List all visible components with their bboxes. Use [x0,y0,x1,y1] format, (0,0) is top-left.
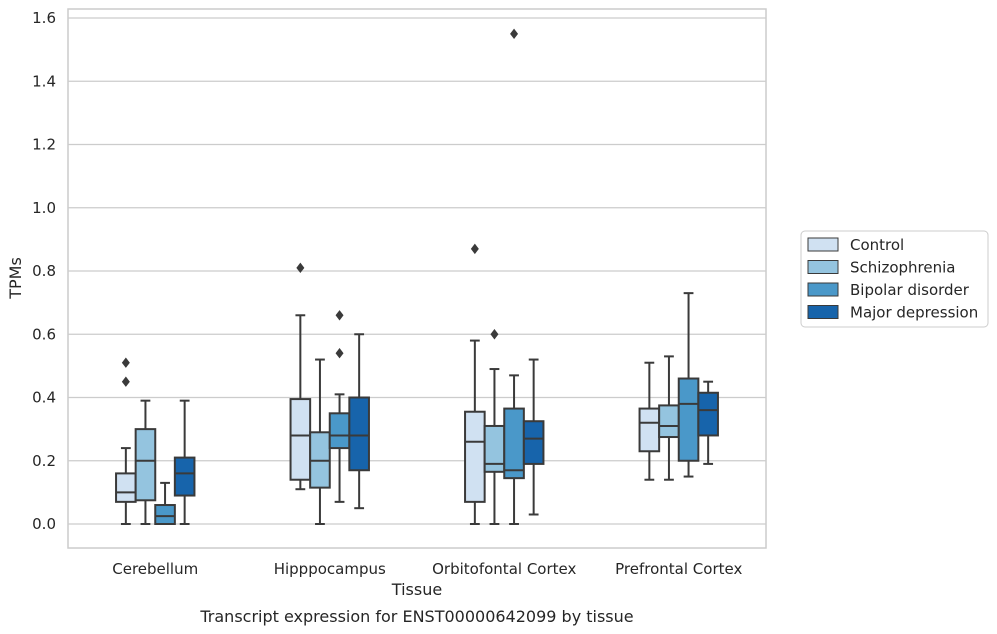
box-body [522,420,545,465]
legend-item-bipolar-disorder: Bipolar disorder [807,281,970,299]
chart-caption: Transcript expression for ENST0000064209… [199,607,633,626]
box-body [483,424,506,473]
box-body [638,407,661,453]
y-tick-labels: 0.0 0.2 0.4 0.6 0.8 1.0 1.2 1.4 1.6 [32,9,56,533]
box-bipolar-disorder-cerebellum [154,481,176,525]
y-tick-label: 1.6 [32,9,56,27]
x-axis-label: Tissue [391,580,442,599]
x-tick-label: Cerebellum [112,560,198,578]
box-major-depression-cerebellum [173,399,196,525]
box-body [115,472,137,503]
legend-item-control: Control [807,236,904,254]
box-control-hipppocampus [289,262,312,491]
outlier-point [296,262,305,274]
legend-swatch [807,305,839,319]
y-tick-label: 0.4 [32,389,56,407]
legend-label: Bipolar disorder [850,281,970,299]
legend-item-major-depression: Major depression [807,304,978,322]
x-tick-label: Orbitofontal Cortex [432,560,576,578]
boxes-layer [115,28,719,525]
y-tick-label: 1.2 [32,136,56,154]
legend-swatch [807,260,839,274]
y-tick-label: 0.8 [32,262,56,280]
y-tick-label: 0.2 [32,452,56,470]
outlier-point [121,376,130,387]
plot-background [68,9,766,548]
legend-swatch [807,282,839,297]
box-body [154,504,176,525]
box-bipolar-disorder-orbitofontal-cortex [503,28,525,525]
x-tick-label: Prefrontal Cortex [615,560,742,578]
legend-frame [800,230,989,328]
box-body [134,428,157,502]
y-tick-label: 0.0 [32,515,56,533]
legend-swatch [807,237,839,252]
plot-frame [67,8,767,549]
legend-item-schizophrenia: Schizophrenia [807,259,955,277]
outlier-point [335,348,344,359]
x-tick-label: Hipppocampus [274,560,386,578]
legend-label: Control [850,236,904,254]
box-bipolar-disorder-prefrontal-cortex [677,292,700,478]
box-body [658,404,680,439]
y-tick-label: 0.6 [32,325,56,343]
legend-label: Major depression [850,304,978,322]
box-body [697,391,719,437]
box-major-depression-orbitofontal-cortex [522,358,545,516]
box-control-orbitofontal-cortex [464,243,486,525]
outlier-point [121,357,130,368]
box-body [677,377,700,462]
box-control-cerebellum [115,357,137,525]
box-body [348,396,370,472]
legend: Control Schizophrenia Bipolar disorder Majo… [800,230,989,328]
legend-items: Control Schizophrenia Bipolar disorder Majo… [807,236,978,322]
x-tick-labels: Cerebellum Hipppocampus Orbitofontal Corte… [112,560,742,578]
outlier-point [335,310,344,321]
y-axis-label: TPMs [6,257,25,300]
y-tick-label: 1.4 [32,72,56,90]
box-body [503,407,525,480]
box-schizophrenia-prefrontal-cortex [658,355,680,481]
y-tick-label: 1.0 [32,199,56,217]
outlier-point [490,329,499,340]
legend-label: Schizophrenia [850,259,955,277]
box-body [289,398,312,481]
box-body [173,456,196,497]
box-schizophrenia-hipppocampus [309,358,331,525]
box-schizophrenia-orbitofontal-cortex [483,329,506,525]
outlier-point [470,243,479,255]
box-major-depression-prefrontal-cortex [697,380,719,465]
box-schizophrenia-cerebellum [134,399,157,525]
outlier-point [510,28,519,40]
box-body [328,412,351,450]
box-major-depression-hipppocampus [348,333,370,510]
box-body [464,410,486,503]
